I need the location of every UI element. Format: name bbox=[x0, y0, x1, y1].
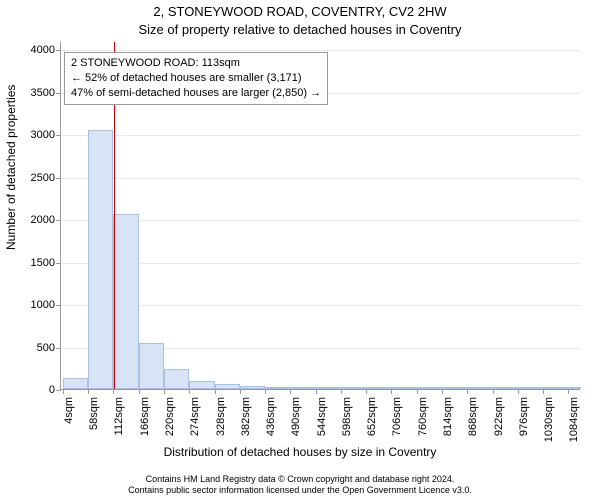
x-tick-mark bbox=[240, 389, 241, 394]
chart-container: { "title_main": "2, STONEYWOOD ROAD, COV… bbox=[0, 0, 600, 500]
x-tick-label: 58sqm bbox=[88, 397, 100, 430]
x-tick-mark bbox=[391, 389, 392, 394]
x-tick-label: 1084sqm bbox=[568, 397, 580, 442]
x-tick-label: 544sqm bbox=[316, 397, 328, 436]
y-tick-label: 2500 bbox=[31, 172, 55, 184]
histogram-bar bbox=[139, 343, 164, 389]
x-tick-mark bbox=[265, 389, 266, 394]
x-tick-mark bbox=[189, 389, 190, 394]
y-tick-mark bbox=[56, 178, 61, 179]
y-tick-label: 4000 bbox=[31, 44, 55, 56]
x-tick-mark bbox=[341, 389, 342, 394]
histogram-bar bbox=[493, 387, 518, 389]
y-tick-mark bbox=[56, 348, 61, 349]
histogram-bar bbox=[442, 387, 467, 389]
x-tick-mark bbox=[442, 389, 443, 394]
x-tick-label: 274sqm bbox=[189, 397, 201, 436]
x-tick-label: 598sqm bbox=[341, 397, 353, 436]
x-tick-mark bbox=[290, 389, 291, 394]
x-tick-mark bbox=[215, 389, 216, 394]
annotation-callout: 2 STONEYWOOD ROAD: 113sqm ← 52% of detac… bbox=[64, 52, 328, 105]
x-tick-label: 976sqm bbox=[518, 397, 530, 436]
gridline bbox=[61, 178, 580, 179]
x-tick-mark bbox=[417, 389, 418, 394]
histogram-bar bbox=[189, 381, 214, 389]
histogram-bar bbox=[467, 387, 492, 389]
x-tick-label: 166sqm bbox=[139, 397, 151, 436]
y-tick-mark bbox=[56, 220, 61, 221]
x-tick-mark bbox=[63, 389, 64, 394]
attribution-line-2: Contains public sector information licen… bbox=[0, 485, 600, 496]
histogram-bar bbox=[341, 387, 366, 389]
chart-title-main: 2, STONEYWOOD ROAD, COVENTRY, CV2 2HW bbox=[0, 4, 600, 19]
x-tick-label: 1030sqm bbox=[543, 397, 555, 442]
x-tick-mark bbox=[467, 389, 468, 394]
y-tick-mark bbox=[56, 93, 61, 94]
x-axis-title: Distribution of detached houses by size … bbox=[0, 445, 600, 459]
histogram-bar bbox=[366, 387, 391, 389]
y-tick-label: 3000 bbox=[31, 129, 55, 141]
chart-title-sub: Size of property relative to detached ho… bbox=[0, 22, 600, 37]
callout-line-2: ← 52% of detached houses are smaller (3,… bbox=[71, 71, 321, 86]
y-tick-label: 1000 bbox=[31, 299, 55, 311]
x-tick-label: 490sqm bbox=[290, 397, 302, 436]
x-tick-mark bbox=[568, 389, 569, 394]
y-tick-mark bbox=[56, 305, 61, 306]
y-tick-mark bbox=[56, 263, 61, 264]
gridline bbox=[61, 220, 580, 221]
x-tick-mark bbox=[113, 389, 114, 394]
histogram-bar bbox=[568, 387, 581, 389]
histogram-bar bbox=[215, 384, 240, 389]
y-tick-mark bbox=[56, 135, 61, 136]
histogram-bar bbox=[417, 387, 442, 389]
y-axis-title: Number of detached properties bbox=[4, 85, 18, 250]
histogram-bar bbox=[88, 130, 113, 389]
y-tick-label: 1500 bbox=[31, 257, 55, 269]
gridline bbox=[61, 263, 580, 264]
x-tick-mark bbox=[88, 389, 89, 394]
histogram-bar bbox=[240, 386, 265, 389]
x-tick-label: 436sqm bbox=[265, 397, 277, 436]
histogram-bar bbox=[518, 387, 543, 389]
x-tick-label: 868sqm bbox=[467, 397, 479, 436]
y-tick-label: 500 bbox=[37, 342, 55, 354]
callout-line-1: 2 STONEYWOOD ROAD: 113sqm bbox=[71, 56, 321, 71]
histogram-bar bbox=[543, 387, 568, 389]
x-tick-mark bbox=[164, 389, 165, 394]
histogram-bar bbox=[290, 387, 315, 389]
y-tick-label: 2000 bbox=[31, 214, 55, 226]
x-tick-label: 112sqm bbox=[113, 397, 125, 435]
histogram-bar bbox=[316, 387, 341, 389]
x-tick-label: 220sqm bbox=[164, 397, 176, 436]
histogram-bar bbox=[164, 369, 189, 389]
x-tick-label: 328sqm bbox=[215, 397, 227, 436]
x-tick-mark bbox=[366, 389, 367, 394]
x-tick-label: 922sqm bbox=[493, 397, 505, 436]
x-tick-mark bbox=[139, 389, 140, 394]
histogram-bar bbox=[265, 387, 290, 389]
x-tick-mark bbox=[493, 389, 494, 394]
attribution-line-1: Contains HM Land Registry data © Crown c… bbox=[0, 474, 600, 485]
histogram-bar bbox=[391, 387, 416, 389]
gridline bbox=[61, 305, 580, 306]
x-tick-mark bbox=[543, 389, 544, 394]
y-tick-mark bbox=[56, 50, 61, 51]
y-tick-label: 3500 bbox=[31, 87, 55, 99]
gridline bbox=[61, 135, 580, 136]
y-tick-mark bbox=[56, 390, 61, 391]
callout-line-3: 47% of semi-detached houses are larger (… bbox=[71, 86, 321, 101]
histogram-bar bbox=[113, 214, 138, 389]
x-tick-label: 652sqm bbox=[366, 397, 378, 436]
attribution-text: Contains HM Land Registry data © Crown c… bbox=[0, 474, 600, 496]
x-tick-label: 706sqm bbox=[391, 397, 403, 436]
x-tick-mark bbox=[316, 389, 317, 394]
x-tick-label: 814sqm bbox=[442, 397, 454, 436]
x-tick-mark bbox=[518, 389, 519, 394]
x-tick-label: 760sqm bbox=[417, 397, 429, 436]
histogram-bar bbox=[63, 378, 88, 389]
x-tick-label: 4sqm bbox=[63, 397, 75, 424]
y-tick-label: 0 bbox=[49, 384, 55, 396]
x-tick-label: 382sqm bbox=[240, 397, 252, 436]
